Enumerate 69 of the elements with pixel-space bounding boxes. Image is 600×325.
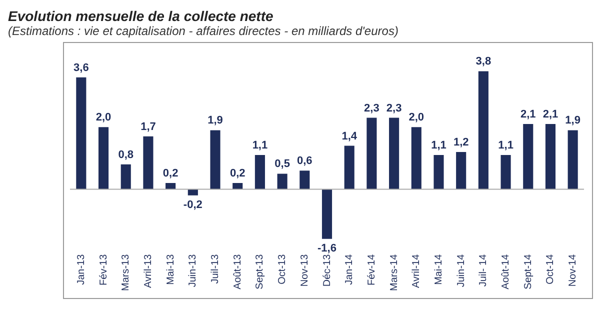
bar (344, 146, 354, 190)
data-label: 0,5 (274, 158, 290, 170)
bar (98, 127, 109, 190)
x-tick-label: Juil-13 (210, 254, 222, 284)
data-label: 0,8 (118, 148, 134, 161)
x-tick-label: Juin-13 (188, 254, 199, 288)
data-label: 1,7 (140, 120, 156, 133)
x-tick-label: Jan-14 (344, 254, 356, 285)
data-label: 1,9 (565, 114, 580, 127)
x-tick-label: Mars-13 (120, 254, 132, 292)
x-tick-label: Août-13 (232, 254, 244, 290)
x-tick-label: Mars-14 (388, 254, 400, 292)
data-label: 0,2 (230, 168, 246, 180)
bar (411, 127, 422, 190)
bar (188, 189, 198, 196)
x-tick-label: Avril-14 (411, 254, 422, 288)
data-label: 1,4 (342, 130, 358, 142)
x-tick-label: Oct-14 (545, 254, 556, 284)
bar (277, 174, 288, 190)
chart-subtitle: (Estimations : vie et capitalisation - affaires directes - en milliards d'euros) (8, 24, 400, 38)
data-label: 1,1 (498, 140, 514, 152)
bar (366, 118, 377, 190)
x-tick-label: Oct-13 (277, 254, 288, 284)
x-tick-label: Mai-14 (433, 254, 444, 285)
x-tick-label: Fév-14 (366, 254, 378, 286)
data-label: 1,1 (252, 140, 268, 152)
x-tick-label: Déc-13 (322, 254, 333, 287)
bar (254, 155, 265, 190)
x-tick-label: Fév-13 (98, 254, 110, 286)
bar (120, 164, 131, 190)
x-tick-label: Sept-13 (254, 254, 266, 290)
data-label: -1,6 (318, 242, 336, 254)
x-tick-label: Août-14 (500, 254, 512, 290)
data-label: 2,0 (96, 112, 112, 124)
bar (210, 130, 220, 190)
x-tick-label: Mai-13 (165, 254, 176, 285)
data-label: 2,1 (542, 108, 558, 121)
bar (523, 124, 534, 190)
bar (76, 77, 86, 190)
bar (389, 118, 400, 190)
bar (322, 189, 332, 239)
x-tick-label: Nov-13 (299, 254, 310, 287)
bar (300, 170, 310, 190)
data-label: 2,3 (364, 102, 380, 114)
data-label: 3,6 (74, 62, 89, 74)
bar (434, 155, 444, 190)
x-tick-label: Juil- 14 (478, 254, 490, 287)
data-label: 1,1 (431, 140, 446, 152)
x-tick-label: Nov-14 (568, 254, 579, 287)
data-label: 2,3 (386, 102, 402, 114)
data-label: 0,2 (162, 168, 178, 180)
data-label: 3,8 (476, 56, 492, 68)
chart-title: Evolution mensuelle de la collecte nette (8, 8, 274, 24)
data-label: 1,9 (208, 114, 223, 127)
bar (478, 71, 488, 190)
x-tick-label: Avril-13 (142, 254, 154, 288)
data-label: -0,2 (183, 198, 202, 211)
x-tick-label: Juin-14 (456, 254, 467, 288)
data-label: 2,0 (408, 112, 424, 124)
x-tick-label: Sept-14 (522, 254, 534, 290)
bar (568, 130, 578, 190)
bar (143, 136, 154, 190)
bar (456, 152, 466, 190)
data-label: 2,1 (520, 108, 536, 121)
data-label: 0,6 (297, 155, 312, 168)
bar (545, 124, 556, 190)
data-label: 1,2 (453, 136, 469, 148)
x-tick-label: Jan-13 (76, 254, 87, 285)
bar (500, 155, 511, 190)
